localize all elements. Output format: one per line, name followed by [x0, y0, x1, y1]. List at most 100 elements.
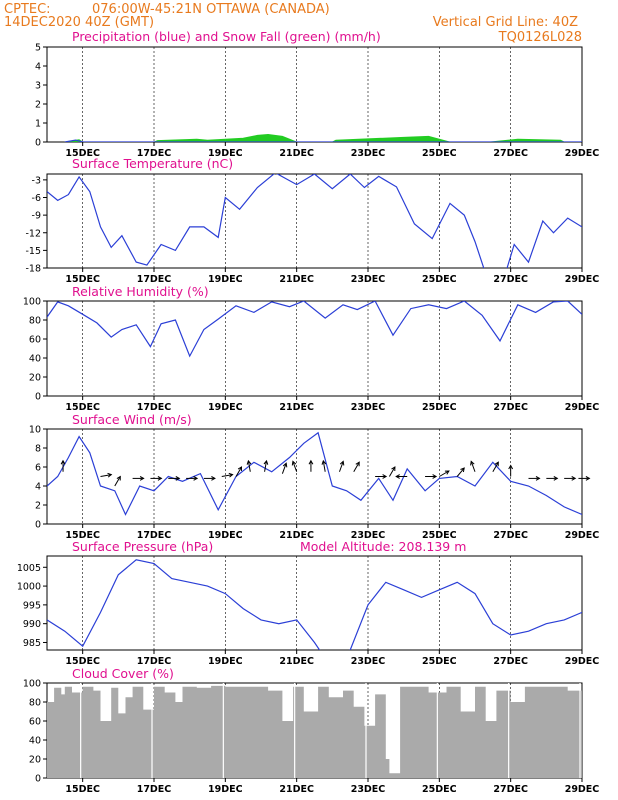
panel-precip: Precipitation (blue) and Snow Fall (gree…: [35, 29, 599, 159]
x-tick-label: 23DEC: [351, 530, 386, 541]
x-tick-label: 21DEC: [279, 656, 314, 667]
header-source: CPTEC:: [4, 2, 51, 17]
y-tick-label: -3: [32, 175, 41, 186]
y-tick-label: 40: [29, 354, 41, 365]
plot-area: 985 990 995 1000 1005 15DEC 17DEC 19DEC 21DEC 23D…: [17, 556, 600, 667]
precip-line: [64, 139, 582, 142]
x-tick-label: 29DEC: [565, 274, 600, 285]
y-tick-label: 40: [29, 736, 41, 747]
temperature-line: [47, 174, 582, 268]
wind-arrow-head: [193, 476, 199, 481]
x-tick-label: 23DEC: [351, 274, 386, 285]
y-tick-label: 5: [35, 43, 41, 54]
panel-frame: [46, 300, 583, 397]
header-run: 14DEC2020 40Z (GMT): [4, 15, 154, 30]
x-tick-label: 19DEC: [208, 402, 243, 413]
x-tick-label: 19DEC: [208, 656, 243, 667]
y-tick-label: 20: [29, 373, 41, 384]
x-tick-label: 17DEC: [137, 530, 172, 541]
x-tick-label: 25DEC: [422, 530, 457, 541]
y-tick-label: 60: [29, 335, 41, 346]
y-tick-label: -15: [25, 246, 41, 257]
wind-arrow: [388, 466, 396, 477]
panel-wind: Surface Wind (m/s) 0 2 4 6 8 10 15DEC 17DEC 19DE…: [29, 412, 599, 541]
wind-arrow-head: [339, 460, 345, 466]
wind-arrow-head: [460, 467, 465, 473]
wind-arrow-head: [535, 476, 541, 481]
x-tick-label: 17DEC: [137, 784, 172, 795]
wind-arrow-head: [228, 472, 234, 478]
x-tick-label: 27DEC: [493, 784, 528, 795]
wind-arrow: [338, 461, 344, 472]
wind-arrow: [281, 463, 287, 474]
y-tick-label: 0: [35, 520, 41, 531]
panel-title: Precipitation (blue) and Snow Fall (gree…: [72, 29, 381, 44]
pressure-line: [47, 559, 582, 650]
wind-arrow: [292, 461, 298, 472]
x-tick-label: 27DEC: [493, 148, 528, 159]
header-grid-note: Vertical Grid Line: 40Z: [433, 15, 578, 30]
wind-arrow: [353, 461, 360, 473]
wind-arrow-head: [355, 461, 360, 467]
x-tick-label: 25DEC: [422, 274, 457, 285]
y-tick-label: 4: [35, 62, 41, 73]
x-tick-label: 21DEC: [279, 784, 314, 795]
x-tick-label: 19DEC: [208, 274, 243, 285]
wind-arrow-head: [395, 474, 400, 479]
x-tick-label: 21DEC: [279, 402, 314, 413]
wind-arrow-head: [291, 460, 297, 466]
x-tick-label: 29DEC: [565, 656, 600, 667]
header-code: TQ0126L028: [498, 30, 582, 45]
wind-arrow-head: [246, 459, 252, 465]
y-tick-label: 985: [23, 638, 41, 649]
x-tick-label: 29DEC: [565, 148, 600, 159]
y-tick-label: 1005: [17, 563, 41, 574]
x-tick-label: 21DEC: [279, 274, 314, 285]
y-tick-label: -12: [25, 228, 41, 239]
x-tick-label: 25DEC: [422, 402, 457, 413]
y-tick-label: -6: [32, 193, 41, 204]
x-tick-label: 19DEC: [208, 530, 243, 541]
wind-arrow: [114, 476, 121, 487]
panel-title: Surface Pressure (hPa): [72, 539, 213, 554]
wind-arrow-head: [553, 476, 559, 481]
wind-arrow: [100, 474, 112, 477]
wind-arrow-head: [116, 475, 121, 481]
x-tick-label: 27DEC: [493, 402, 528, 413]
wind-arrow-head: [444, 470, 450, 475]
y-tick-label: 3: [35, 81, 41, 92]
wind-arrow: [264, 460, 267, 472]
panel-cloud: Cloud Cover (%) 0 20 40 60 80 100 15DEC 17DEC 19…: [23, 666, 599, 795]
x-tick-label: 25DEC: [422, 656, 457, 667]
wind-arrow-head: [211, 476, 216, 481]
y-tick-label: 2: [35, 501, 41, 512]
y-tick-label: 2: [35, 100, 41, 111]
x-tick-label: 27DEC: [493, 656, 528, 667]
x-tick-label: 25DEC: [422, 148, 457, 159]
panel-temperature: Surface Temperature (nC) -3 -6 -9 -12 -15 -18…: [25, 156, 599, 285]
wind-arrow: [235, 466, 242, 477]
wind-arrow-head: [237, 466, 243, 472]
x-tick-label: 27DEC: [493, 530, 528, 541]
wind-arrow-head: [107, 472, 113, 478]
plot-area: 0 1 2 3 4 5 15DEC 17DEC 19DEC 21DEC 23DEC 25DEC 27DE…: [35, 43, 599, 160]
panel-title: Cloud Cover (%): [72, 666, 174, 681]
wind-arrow-head: [585, 476, 591, 481]
wind-arrow-head: [60, 459, 66, 465]
wind-arrow: [221, 474, 233, 477]
wind-arrow: [470, 461, 476, 472]
wind-arrow-head: [308, 459, 314, 465]
x-tick-label: 17DEC: [137, 656, 172, 667]
y-tick-label: 995: [23, 600, 41, 611]
x-tick-label: 23DEC: [351, 148, 386, 159]
plot-area: 0 2 4 6 8 10 15DEC 17DEC 19DEC 21DEC 23DEC 25DEC 27D…: [29, 425, 599, 542]
x-tick-label: 15DEC: [65, 656, 100, 667]
panel-pressure: Surface Pressure (hPa) Model Altitude: 2…: [17, 539, 600, 667]
x-tick-label: 23DEC: [351, 784, 386, 795]
y-tick-label: 8: [35, 444, 41, 455]
panel-title: Surface Temperature (nC): [72, 156, 233, 171]
wind-arrow: [247, 460, 251, 472]
y-tick-label: 20: [29, 755, 41, 766]
panel-frame: [46, 555, 583, 651]
x-tick-label: 29DEC: [565, 402, 600, 413]
